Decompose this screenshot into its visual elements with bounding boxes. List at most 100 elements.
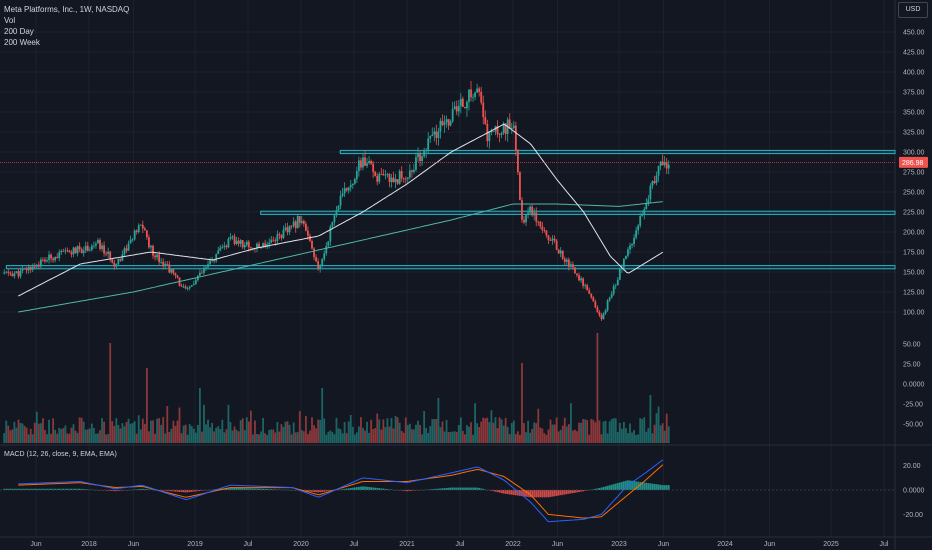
macd-histogram-bar <box>370 487 373 490</box>
volume-bar <box>441 421 444 443</box>
candle-body <box>580 278 582 281</box>
candle-body <box>616 279 619 286</box>
volume-bar <box>592 419 595 443</box>
volume-bar <box>478 427 481 443</box>
volume-bar <box>276 421 279 443</box>
volume-bar <box>121 423 124 443</box>
macd-histogram-bar <box>478 487 481 490</box>
volume-bar <box>461 430 464 443</box>
candle-body <box>215 253 218 262</box>
candle-body <box>247 241 250 248</box>
macd-histogram-bar <box>378 488 381 490</box>
candle-body <box>154 255 156 258</box>
candle-body <box>321 259 324 266</box>
candle-body <box>443 122 446 125</box>
time-tick-label: 2023 <box>611 541 627 548</box>
candle-body <box>441 120 444 125</box>
volume-bar <box>341 433 344 443</box>
candle-body <box>182 286 185 288</box>
candle-body <box>555 240 558 250</box>
candle-body <box>203 267 205 273</box>
volume-bar <box>415 424 417 443</box>
volume-bar <box>604 420 607 443</box>
macd-histogram-bar <box>170 490 173 492</box>
volume-bar <box>7 425 10 443</box>
volume-bar <box>182 425 185 443</box>
candle-body <box>551 238 554 241</box>
macd-histogram-bar <box>551 490 554 497</box>
macd-histogram-bar <box>304 490 307 492</box>
macd-histogram-bar <box>290 489 293 491</box>
candle-body <box>612 286 615 294</box>
time-tick-label: 2025 <box>823 541 839 548</box>
volume-bar <box>268 429 271 443</box>
macd-histogram-bar <box>380 488 383 490</box>
price-tick-label: 225.00 <box>903 210 925 217</box>
volume-bar <box>474 403 476 443</box>
volume-bar <box>135 433 138 443</box>
candle-body <box>582 278 585 286</box>
volume-bar <box>60 428 63 443</box>
time-tick-label: Jul <box>244 541 253 548</box>
currency-button[interactable]: USD <box>898 2 928 18</box>
volume-bar <box>572 430 574 443</box>
volume-bar <box>643 417 646 443</box>
macd-histogram-bar <box>80 488 83 490</box>
volume-bar <box>423 411 426 443</box>
candle-body <box>119 258 122 261</box>
macd-histogram-bar <box>451 487 454 490</box>
candle-body <box>192 284 195 286</box>
volume-bar <box>256 433 258 443</box>
macd-histogram-bar <box>574 490 576 493</box>
volume-tick-label: -25.00 <box>903 402 923 409</box>
macd-histogram-bar <box>282 489 285 491</box>
volume-bar <box>298 411 301 443</box>
macd-histogram-bar <box>337 489 340 491</box>
candle-body <box>233 236 236 245</box>
macd-histogram-bar <box>461 487 464 490</box>
macd-histogram-bar <box>31 488 34 490</box>
volume-bar <box>653 424 656 443</box>
macd-histogram-bar <box>95 489 97 491</box>
macd-histogram-bar <box>502 490 505 494</box>
volume-bar <box>44 429 46 443</box>
volume-bar <box>586 420 589 443</box>
macd-histogram-bar <box>141 488 144 490</box>
volume-bar <box>610 419 613 443</box>
time-tick-label: 2019 <box>187 541 203 548</box>
volume-bar <box>486 417 489 443</box>
candle-body <box>549 240 552 241</box>
candle-body <box>31 266 34 270</box>
macd-histogram-bar <box>557 490 560 496</box>
volume-bar <box>72 424 75 443</box>
macd-histogram-bar <box>90 489 93 491</box>
macd-histogram-bar <box>113 490 116 492</box>
candle-body <box>500 132 503 135</box>
time-tick-label: Jun <box>764 541 775 548</box>
volume-bar <box>347 421 350 443</box>
macd-histogram-bar <box>445 487 448 490</box>
macd-histogram-bar <box>317 490 320 493</box>
candle-body <box>645 203 648 210</box>
candle-body <box>384 174 387 176</box>
volume-bar <box>368 432 370 443</box>
volume-bar <box>590 419 593 443</box>
candle-body <box>196 275 199 281</box>
volume-bar <box>406 424 409 443</box>
volume-bar <box>480 421 483 443</box>
volume-bar <box>449 431 452 443</box>
volume-bar <box>42 418 44 443</box>
candle-body <box>42 259 44 261</box>
candle-body <box>264 243 267 247</box>
macd-histogram-bar <box>35 488 38 490</box>
volume-bar <box>398 422 401 443</box>
candle-body <box>547 235 550 241</box>
macd-histogram-bar <box>231 487 234 490</box>
volume-bar <box>639 418 642 443</box>
macd-histogram-bar <box>247 488 250 490</box>
candle-body <box>627 249 629 256</box>
candle-body <box>600 315 603 320</box>
candle-body <box>541 226 544 231</box>
macd-histogram-bar <box>547 490 550 498</box>
